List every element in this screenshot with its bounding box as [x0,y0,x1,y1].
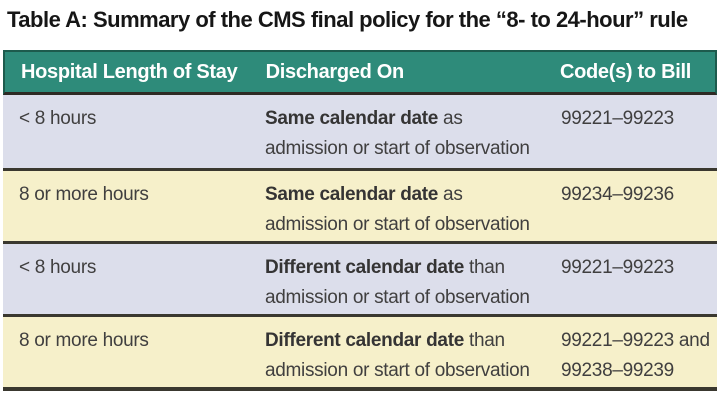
header-codes-to-bill: Code(s) to Bill [559,60,692,83]
cell-discharged-on: Different calendar date than admission o… [251,244,547,314]
header-discharged-on: Discharged On [265,60,405,83]
cell-length-of-stay: 8 or more hours [19,184,149,205]
table-title-prefix: Table A: [7,7,88,32]
cell-discharged-on-emphasis: Same calendar date [265,108,439,129]
cell-discharged-on-emphasis: Same calendar date [265,184,439,205]
cell-length-of-stay: < 8 hours [19,257,97,278]
table-row-4: 8 or more hours Different calendar date … [3,314,717,387]
table-row-3: < 8 hours Different calendar date than a… [3,241,717,314]
cell-discharged-on-rest: as admission or start of observation [265,108,530,159]
header-hospital-length-of-stay: Hospital Length of Stay [21,60,238,83]
cell-discharged-on: Different calendar date than admission o… [251,317,547,387]
cms-policy-table: Hospital Length of Stay Discharged On Co… [3,50,717,391]
cell-discharged-on-rest: than admission or start of observation [265,330,530,381]
cell-length-of-stay: < 8 hours [19,108,97,129]
table-row-1: < 8 hours Same calendar date as admissio… [3,95,717,168]
cell-discharged-on-emphasis: Different calendar date [265,330,464,351]
cell-codes: 99221–99223 [561,257,674,278]
table-header-row: Hospital Length of Stay Discharged On Co… [3,50,717,95]
cell-codes: 99234–99236 [561,184,674,205]
cell-codes: 99221–99223 and 99238–99239 [561,330,710,381]
cell-discharged-on: Same calendar date as admission or start… [251,95,547,168]
table-title: Table A: Summary of the CMS final policy… [0,0,720,50]
cell-discharged-on-emphasis: Different calendar date [265,257,464,278]
cell-codes: 99221–99223 [561,108,674,129]
cell-discharged-on: Same calendar date as admission or start… [251,171,547,241]
cell-discharged-on-rest: as admission or start of observation [265,184,530,235]
table-row-2: 8 or more hours Same calendar date as ad… [3,168,717,241]
cell-discharged-on-rest: than admission or start of observation [265,257,530,308]
cell-length-of-stay: 8 or more hours [19,330,149,351]
table-title-text: Summary of the CMS final policy for the … [87,7,688,32]
